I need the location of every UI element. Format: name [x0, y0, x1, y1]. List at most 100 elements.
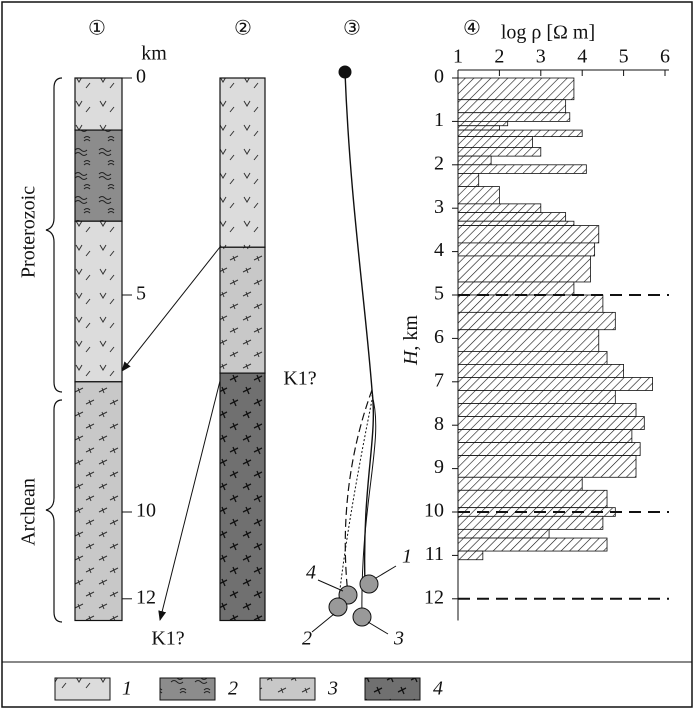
- rock-layer: [75, 221, 122, 382]
- resistivity-bar: [458, 312, 615, 329]
- well-label: 2: [302, 628, 312, 650]
- resistivity-bar: [458, 477, 582, 490]
- resistivity-bar: [458, 538, 607, 551]
- y-tick-label: 10: [424, 500, 444, 522]
- resistivity-bar: [458, 551, 483, 560]
- arrow: [160, 373, 222, 620]
- resistivity-bar: [458, 213, 566, 222]
- y-tick-label: 0: [434, 66, 444, 88]
- y-tick-label: 2: [434, 152, 444, 174]
- legend-label: 4: [433, 678, 443, 700]
- x-tick-label: 3: [536, 46, 546, 68]
- resistivity-bar: [458, 417, 644, 430]
- depth-tick-label: 0: [136, 66, 146, 88]
- unit-label: km: [141, 43, 167, 65]
- resistivity-bar: [458, 430, 632, 443]
- y-tick-label: 8: [434, 413, 444, 435]
- y-tick-label: 5: [434, 283, 444, 305]
- rock-layer: [220, 247, 265, 373]
- resistivity-bar: [458, 456, 636, 478]
- resistivity-bar: [458, 295, 603, 312]
- well-label: 1: [402, 546, 412, 568]
- resistivity-bar: [458, 490, 607, 507]
- y-tick-label: 6: [434, 326, 444, 348]
- resistivity-bar: [458, 243, 595, 256]
- y-tick-label: 9: [434, 456, 444, 478]
- resistivity-bar: [458, 226, 599, 243]
- well-bottom: [360, 575, 378, 593]
- well-bottom: [353, 608, 371, 626]
- legend-swatch: [160, 678, 215, 700]
- resistivity-bar: [458, 204, 541, 213]
- resistivity-bar: [458, 404, 636, 417]
- y-tick-label: 4: [434, 239, 444, 261]
- x-tick-label: 4: [577, 46, 587, 68]
- y-tick-label: 7: [434, 369, 444, 391]
- resistivity-bar: [458, 126, 499, 130]
- legend-swatch: [260, 678, 315, 700]
- x-tick-label: 5: [619, 46, 629, 68]
- well-label: 4: [306, 562, 316, 584]
- depth-tick-label: 5: [136, 283, 146, 305]
- x-tick-label: 1: [453, 46, 463, 68]
- resistivity-bar: [458, 516, 603, 529]
- panel-label: ②: [234, 18, 252, 40]
- legend-swatch: [365, 678, 420, 700]
- resistivity-bar: [458, 121, 508, 125]
- resistivity-bar: [458, 130, 582, 137]
- resistivity-bar: [458, 529, 549, 538]
- resistivity-bar: [458, 282, 574, 295]
- rock-layer: [220, 78, 265, 247]
- figure: ① ② ③ ④ km Proterozoic Archean K1? K1? 1…: [0, 0, 695, 710]
- resistivity-bar: [458, 113, 570, 122]
- rock-layer: [220, 373, 265, 620]
- resistivity-bar: [458, 364, 624, 377]
- k1-label: K1?: [283, 368, 316, 390]
- era-label: Proterozoic: [18, 186, 40, 278]
- panel-label: ①: [88, 18, 106, 40]
- x-tick-label: 2: [494, 46, 504, 68]
- resistivity-bar: [458, 221, 574, 225]
- well-label: 3: [393, 628, 404, 650]
- y-tick-label: 12: [424, 586, 444, 608]
- panel-label: ④: [463, 18, 481, 40]
- resistivity-bar: [458, 100, 566, 113]
- resistivity-bar: [458, 390, 615, 403]
- resistivity-bar: [458, 165, 586, 174]
- brace: [46, 400, 62, 622]
- era-label: Archean: [18, 478, 40, 546]
- y-tick-label: 11: [425, 543, 444, 565]
- brace: [46, 78, 62, 392]
- rock-layer: [75, 130, 122, 221]
- resistivity-bar: [458, 78, 574, 100]
- x-tick-label: 6: [660, 46, 670, 68]
- resistivity-bar: [458, 330, 599, 352]
- y-tick-label: 3: [434, 196, 444, 218]
- resistivity-bar: [458, 187, 499, 204]
- resistivity-bar: [458, 147, 541, 156]
- resistivity-bar: [458, 377, 653, 390]
- legend-label: 3: [327, 678, 338, 700]
- resistivity-bar: [458, 351, 607, 364]
- well-bottom: [329, 598, 347, 616]
- legend-swatch: [55, 678, 110, 700]
- resistivity-bar: [458, 173, 479, 186]
- legend-label: 1: [122, 678, 132, 700]
- y-axis-title: H, km: [400, 315, 422, 366]
- rock-layer: [75, 382, 122, 621]
- legend-label: 2: [228, 678, 238, 700]
- rock-layer: [75, 78, 122, 130]
- depth-tick-label: 12: [136, 586, 156, 608]
- arrow: [122, 247, 220, 371]
- x-axis-title: log ρ [Ω m]: [501, 22, 595, 44]
- k1-label: K1?: [151, 628, 184, 650]
- resistivity-bar: [458, 156, 491, 165]
- well-paths: [312, 66, 396, 634]
- resistivity-bar: [458, 137, 533, 148]
- resistivity-bar: [458, 443, 640, 456]
- resistivity-bar: [458, 256, 590, 282]
- depth-tick-label: 10: [136, 500, 156, 522]
- panel-label: ③: [343, 18, 361, 40]
- well-path: [345, 72, 373, 585]
- y-tick-label: 1: [434, 109, 444, 131]
